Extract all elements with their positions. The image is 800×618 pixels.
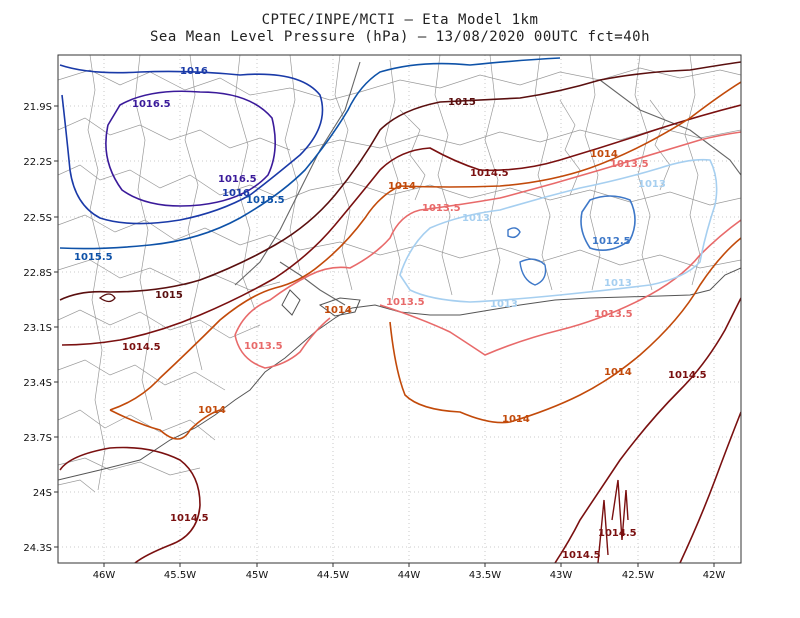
contour-label: 1014.5 — [668, 370, 707, 381]
x-tick-label: 46W — [93, 570, 116, 581]
y-tick-labels: 21.9S 22.2S 22.5S 22.8S 23.1S 23.4S 23.7… — [23, 102, 52, 554]
y-tick-label: 24.3S — [23, 543, 52, 554]
contour-label: 1014 — [590, 149, 618, 160]
contour-label: 1013.5 — [244, 341, 283, 352]
y-tick-label: 22.8S — [23, 268, 52, 279]
x-tick-label: 45W — [246, 570, 269, 581]
contour-label: 1014.5 — [170, 513, 209, 524]
contour-label: 1015.5 — [74, 252, 113, 263]
contour-label: 1014.5 — [598, 528, 637, 539]
contour-label: 1014 — [198, 405, 226, 416]
isobar-1013-5-sea — [234, 219, 741, 369]
contour-label: 1013 — [638, 179, 666, 190]
isobar-1013 — [399, 158, 718, 303]
isobar-1014-5-far-right — [679, 411, 741, 563]
isobar-1014-5-upper — [61, 104, 741, 346]
contour-label: 1015.5 — [246, 195, 285, 206]
contour-label: 1013 — [462, 213, 490, 224]
y-tick-label: 23.1S — [23, 323, 52, 334]
contour-label: 1014.5 — [122, 342, 161, 353]
x-tick-label: 42.5W — [622, 570, 654, 581]
x-tick-label: 43W — [550, 570, 573, 581]
y-tick-label: 21.9S — [23, 102, 52, 113]
y-tick-label: 22.2S — [23, 157, 52, 168]
isobar-1014-5-lower-right — [554, 297, 741, 563]
contour-label: 1014 — [324, 305, 352, 316]
y-tick-label: 24S — [33, 488, 52, 499]
isobar-1014-sea — [389, 237, 741, 424]
x-tick-label: 44W — [398, 570, 421, 581]
title-line-2: Sea Mean Level Pressure (hPa) – 13/08/20… — [149, 29, 650, 45]
gridlines — [58, 55, 741, 563]
coastline — [58, 267, 741, 481]
contour-label: 1016 — [222, 188, 250, 199]
contour-label: 1014 — [388, 181, 416, 192]
contour-label: 1014 — [502, 414, 530, 425]
municipal-borders — [58, 55, 741, 493]
isobar-1016-5 — [105, 90, 276, 207]
state-border — [234, 61, 741, 306]
isobar-1014-5-lower-left — [59, 446, 201, 563]
contour-label: 1014.5 — [470, 168, 509, 179]
x-tick-labels: 46W 45.5W 45W 44.5W 44W 43.5W 43W 42.5W … — [93, 570, 726, 581]
isobar-1012-5 — [580, 195, 636, 251]
contour-label: 1012.5 — [592, 236, 631, 247]
contour-label: 1016.5 — [132, 99, 171, 110]
y-tick-label: 23.4S — [23, 378, 52, 389]
isobar-1013-5 — [234, 131, 741, 336]
isobar-1014 — [109, 81, 741, 440]
contour-label: 1013.5 — [594, 309, 633, 320]
contour-label: 1013.5 — [610, 159, 649, 170]
isobar-1012-5-small — [507, 227, 547, 286]
y-tick-label: 22.5S — [23, 213, 52, 224]
contour-label: 1013 — [604, 278, 632, 289]
y-tick-label: 23.7S — [23, 433, 52, 444]
map-frame — [57, 54, 742, 564]
contour-label: 1013.5 — [386, 297, 425, 308]
x-tick-label: 43.5W — [469, 570, 501, 581]
x-tick-label: 45.5W — [164, 570, 196, 581]
isobar-1015-loop — [98, 293, 116, 303]
contour-label: 1014.5 — [562, 550, 601, 561]
isobar-1015-5 — [59, 57, 561, 250]
contour-labels: 1016 1016.5 1016.5 1016 1015.5 1015.5 10… — [74, 66, 707, 561]
contour-label: 1016 — [180, 66, 208, 77]
x-tick-label: 44.5W — [317, 570, 349, 581]
title-line-1: CPTEC/INPE/MCTI – Eta Model 1km — [261, 12, 539, 28]
tick-marks — [54, 105, 715, 567]
contour-label: 1015 — [448, 97, 476, 108]
contour-label: 1013.5 — [422, 203, 461, 214]
x-tick-label: 42W — [703, 570, 726, 581]
contour-label: 1013 — [490, 299, 518, 310]
isobar-1014-5-spikes — [597, 479, 629, 563]
isobar-1016 — [59, 64, 324, 225]
contour-label: 1014 — [604, 367, 632, 378]
contour-label: 1015 — [155, 290, 183, 301]
isobar-1015 — [59, 61, 741, 301]
contour-label: 1016.5 — [218, 174, 257, 185]
